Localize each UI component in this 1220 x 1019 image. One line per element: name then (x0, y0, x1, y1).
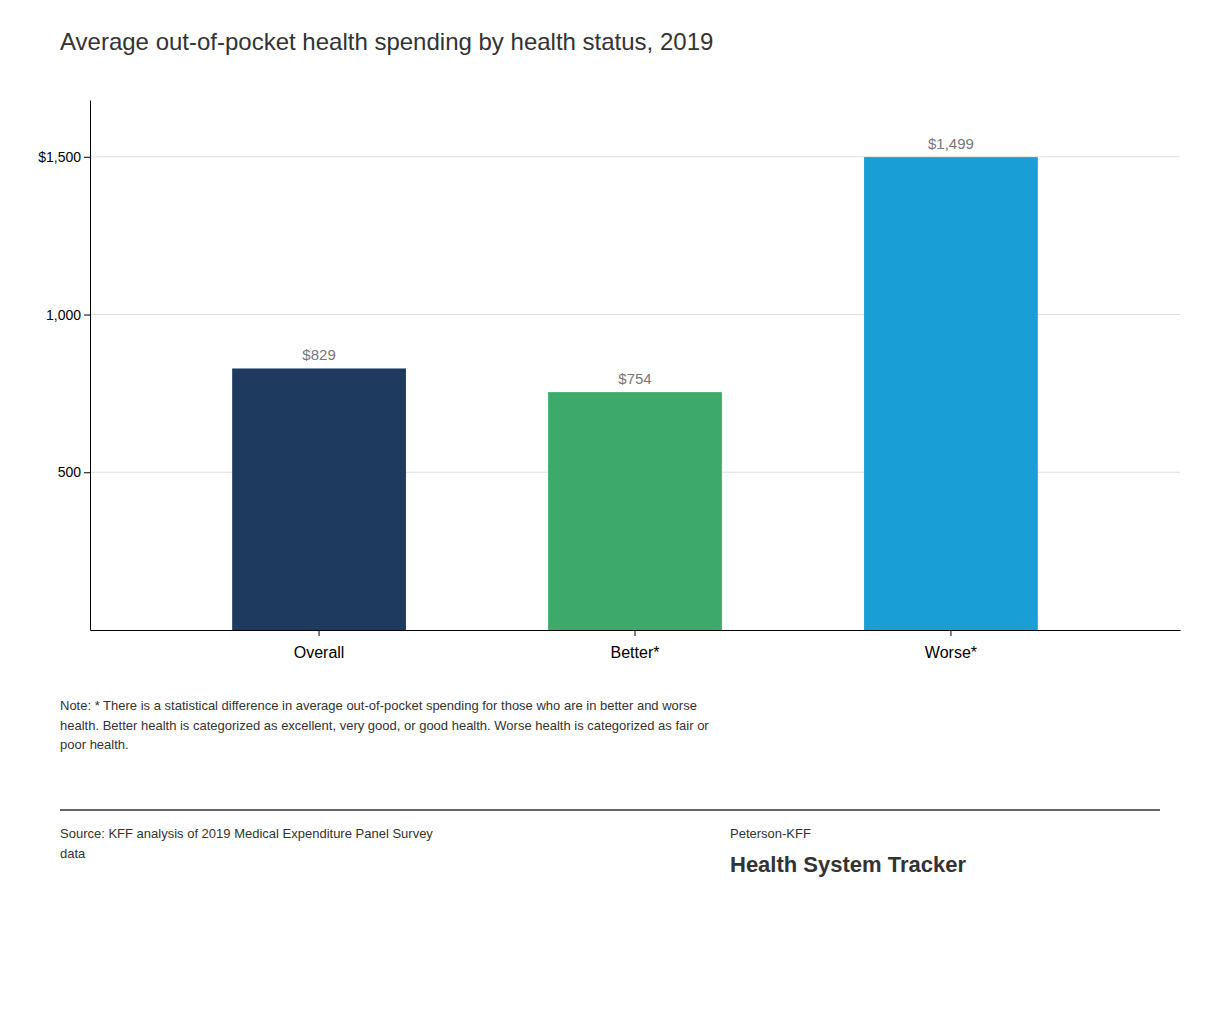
y-tick-mark (84, 472, 90, 473)
brand-line-1: Peterson-KFF (730, 826, 811, 841)
brand-line-2: Health System Tracker (730, 852, 966, 877)
y-tick: 500 (58, 464, 90, 480)
x-tick-label: Overall (294, 644, 345, 661)
data-label: $754 (618, 370, 651, 387)
x-tick-label: Worse* (925, 644, 977, 661)
data-labels: $829 $754 $1,499 (302, 135, 974, 387)
y-tick-label: 1,000 (46, 307, 81, 323)
x-tick-label: Better* (611, 644, 660, 661)
plot: $829 $754 $1,499 500 1,000 $1,500 Overall Bette… (38, 101, 1180, 662)
x-tick-mark (635, 630, 636, 636)
title: Average out-of-pocket health spending by… (60, 28, 713, 55)
bar (548, 392, 722, 630)
y-tick-label: $1,500 (38, 149, 81, 165)
bars (232, 157, 1038, 630)
data-label: $829 (302, 346, 335, 363)
x-axis: Overall Better* Worse* (91, 630, 1181, 661)
y-tick-label: 500 (58, 464, 82, 480)
y-axis-line (90, 101, 91, 631)
x-tick: Worse* (925, 630, 977, 661)
data-label: $1,499 (928, 135, 974, 152)
x-tick: Overall (294, 630, 345, 661)
chart-svg: Average out-of-pocket health spending by… (0, 0, 1220, 1019)
x-tick: Better* (611, 630, 660, 661)
y-tick: 1,000 (46, 307, 90, 323)
y-tick-mark (84, 315, 90, 316)
y-axis: 500 1,000 $1,500 (38, 101, 90, 631)
x-tick-mark (319, 630, 320, 636)
separator (60, 809, 1160, 811)
x-tick-mark (950, 630, 951, 636)
source: Source: KFF analysis of 2019 Medical Exp… (60, 826, 433, 861)
bar (864, 157, 1038, 630)
y-tick: $1,500 (38, 149, 90, 165)
note: Note: * There is a statistical differenc… (60, 698, 709, 752)
bar (232, 368, 406, 630)
y-tick-mark (84, 157, 90, 158)
